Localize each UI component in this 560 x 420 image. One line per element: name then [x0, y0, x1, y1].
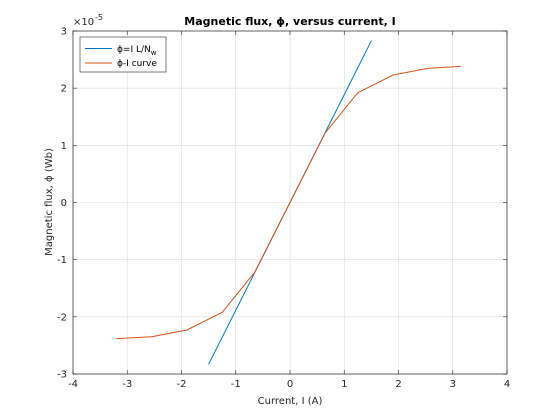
y-exponent-label: ×10	[73, 17, 94, 28]
x-tick-label: 3	[450, 379, 456, 390]
y-tick-label: 3	[61, 27, 67, 38]
y-tick-label: 2	[61, 84, 67, 95]
chart-title: Magnetic flux, ϕ, versus current, I	[184, 15, 395, 28]
x-tick-label: 1	[341, 379, 347, 390]
x-tick-label: -3	[122, 379, 132, 390]
x-tick-label: 0	[287, 379, 293, 390]
x-tick-label: 2	[395, 379, 401, 390]
y-tick-label: 1	[61, 141, 67, 152]
y-tick-label: -2	[57, 312, 67, 323]
x-tick-label: -4	[68, 379, 78, 390]
legend: ϕ=I L/Nw ϕ-I curve	[79, 36, 167, 73]
legend-box	[79, 36, 167, 73]
series-lines	[116, 40, 461, 365]
y-tick-label: -1	[57, 255, 67, 266]
y-tick-label: 0	[61, 198, 67, 209]
y-exponent: ×10 -5	[73, 13, 103, 28]
legend-label-flux-linear: ϕ=I L/Nw	[117, 45, 157, 57]
y-tick-label: -3	[57, 370, 67, 381]
x-tick-label: -1	[231, 379, 241, 390]
y-axis-label: Magnetic flux, ϕ (Wb)	[44, 148, 55, 256]
x-tick-label: -2	[177, 379, 187, 390]
x-axis-label: Current, I (A)	[258, 396, 323, 407]
x-tick-label: 4	[504, 379, 510, 390]
legend-label-phi-i-curve: ϕ-I curve	[117, 59, 157, 69]
series-line-phi-i-curve	[116, 65, 461, 340]
y-exponent-power: -5	[95, 13, 103, 22]
